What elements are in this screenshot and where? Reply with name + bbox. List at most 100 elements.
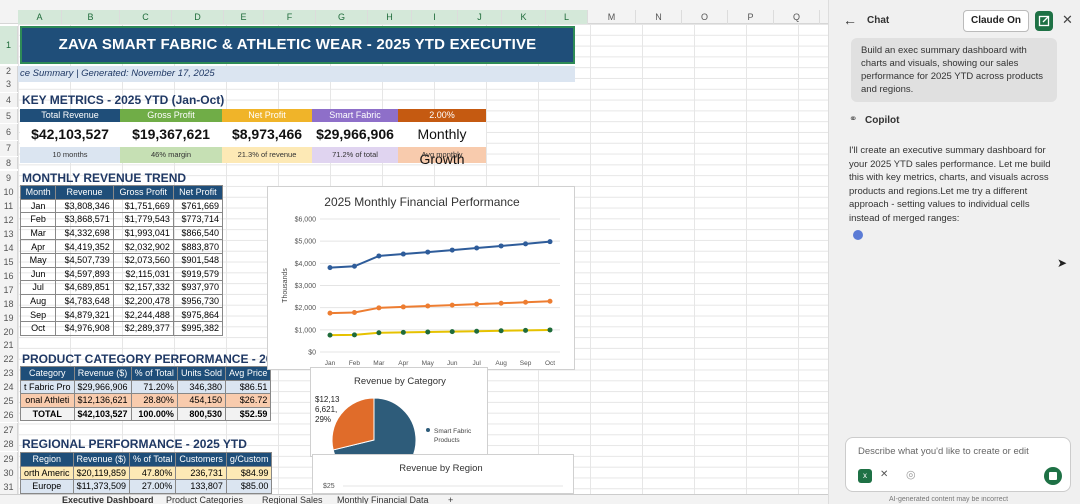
table-cell[interactable]: 27.00% xyxy=(129,479,177,494)
column-header-D[interactable]: D xyxy=(172,10,224,24)
table-cell[interactable]: $4,783,648 xyxy=(55,293,114,309)
row-header-12[interactable]: 12 xyxy=(0,213,18,227)
column-header-Q[interactable]: Q xyxy=(774,10,820,24)
row-header-15[interactable]: 15 xyxy=(0,255,18,269)
table-cell[interactable]: $2,073,560 xyxy=(112,252,174,268)
chat-input-box[interactable]: Describe what you'd like to create or ed… xyxy=(845,437,1071,492)
table-header-cell[interactable]: Revenue ($) xyxy=(73,366,132,381)
kpi-card[interactable]: Net Profit $8,973,466 21.3% of revenue xyxy=(222,109,312,163)
table-cell[interactable]: $20,119,859 xyxy=(72,465,131,481)
table-cell[interactable]: $2,032,902 xyxy=(112,239,174,254)
row-header-1[interactable]: 1 xyxy=(0,26,18,64)
table-header-cell[interactable]: Net Profit xyxy=(172,185,224,200)
row-header-26[interactable]: 26 xyxy=(0,408,18,422)
table-header-cell[interactable]: Revenue ($) xyxy=(72,452,131,467)
row-header-7[interactable]: 7 xyxy=(0,141,18,156)
sheet-tab[interactable]: Executive Dashboard xyxy=(62,495,154,504)
column-header-N[interactable]: N xyxy=(636,10,682,24)
row-header-22[interactable]: 22 xyxy=(0,352,18,366)
table-cell[interactable]: $2,115,031 xyxy=(112,266,174,282)
row-header-2[interactable]: 2 xyxy=(0,66,18,76)
row-header-6[interactable]: 6 xyxy=(0,124,18,140)
row-header-25[interactable]: 25 xyxy=(0,394,18,408)
column-header-E[interactable]: E xyxy=(224,10,264,24)
table-cell[interactable]: 47.80% xyxy=(129,465,177,481)
table-cell[interactable]: $4,507,739 xyxy=(55,252,114,268)
table-cell[interactable]: $86.51 xyxy=(224,379,272,395)
new-chat-button[interactable] xyxy=(1035,11,1053,31)
table-cell[interactable]: $1,751,669 xyxy=(112,198,174,214)
row-header-23[interactable]: 23 xyxy=(0,366,18,380)
table-cell[interactable]: $4,976,908 xyxy=(55,320,114,336)
kpi-card[interactable]: Total Revenue $42,103,527 10 months xyxy=(20,109,120,163)
remove-context-icon[interactable]: ✕ xyxy=(880,469,889,480)
table-cell[interactable]: $4,879,321 xyxy=(55,307,114,322)
subtitle-line[interactable]: ce Summary | Generated: November 17, 202… xyxy=(18,66,575,82)
kpi-card[interactable]: Gross Profit $19,367,621 46% margin xyxy=(120,109,222,163)
back-arrow-icon[interactable]: ← xyxy=(843,12,857,28)
table-cell[interactable]: $85.00 xyxy=(225,479,273,494)
table-header-cell[interactable]: Month xyxy=(19,185,57,200)
row-header-24[interactable]: 24 xyxy=(0,380,18,394)
table-cell[interactable]: $4,597,893 xyxy=(55,266,114,282)
table-cell[interactable]: Oct xyxy=(19,320,57,336)
table-cell[interactable]: $2,200,478 xyxy=(112,293,174,309)
table-cell[interactable]: $3,808,346 xyxy=(55,198,114,214)
table-cell[interactable]: Apr xyxy=(19,239,57,254)
table-cell[interactable]: t Fabric Pro xyxy=(20,379,75,395)
dashboard-banner-title[interactable]: ZAVA SMART FABRIC & ATHLETIC WEAR - 2025… xyxy=(20,26,575,87)
monthly-trend-title[interactable]: MONTHLY REVENUE TREND xyxy=(22,171,187,185)
table-cell[interactable]: $761,669 xyxy=(172,198,224,214)
table-header-cell[interactable]: Avg Price xyxy=(224,366,272,381)
column-header-K[interactable]: K xyxy=(502,10,546,24)
table-cell[interactable]: $4,419,352 xyxy=(55,239,114,254)
table-cell[interactable]: Jan xyxy=(19,198,57,214)
table-cell[interactable]: $26.72 xyxy=(224,393,272,408)
column-header-J[interactable]: J xyxy=(458,10,502,24)
table-cell[interactable]: Europe xyxy=(20,479,74,494)
row-header-13[interactable]: 13 xyxy=(0,227,18,241)
table-cell[interactable]: $52.59 xyxy=(224,406,272,422)
row-header-14[interactable]: 14 xyxy=(0,241,18,255)
region-chart-card[interactable]: Revenue by Region $25 xyxy=(312,454,574,494)
row-header-21[interactable]: 21 xyxy=(0,339,18,352)
table-cell[interactable]: May xyxy=(19,252,57,268)
row-header-20[interactable]: 20 xyxy=(0,325,18,339)
row-header-28[interactable]: 28 xyxy=(0,437,18,451)
table-cell[interactable]: Jul xyxy=(19,280,57,295)
table-header-cell[interactable]: Units Sold xyxy=(176,366,226,381)
table-cell[interactable]: Mar xyxy=(19,225,57,241)
table-cell[interactable]: $2,157,332 xyxy=(112,280,174,295)
table-cell[interactable]: 133,807 xyxy=(175,479,227,494)
table-cell[interactable]: onal Athleti xyxy=(20,393,75,408)
table-header-cell[interactable]: Gross Profit xyxy=(112,185,174,200)
table-cell[interactable]: 100.00% xyxy=(130,406,178,422)
table-cell[interactable]: $919,579 xyxy=(172,266,224,282)
table-header-cell[interactable]: Customers xyxy=(175,452,227,467)
row-header-3[interactable]: 3 xyxy=(0,76,18,92)
row-header-8[interactable]: 8 xyxy=(0,157,18,169)
sheet-tab[interactable]: Regional Sales xyxy=(262,495,323,504)
table-cell[interactable]: $4,689,851 xyxy=(55,280,114,295)
row-header-29[interactable]: 29 xyxy=(0,452,18,466)
table-cell[interactable]: $2,244,488 xyxy=(112,307,174,322)
row-header-11[interactable]: 11 xyxy=(0,199,18,213)
table-cell[interactable]: $975,864 xyxy=(172,307,224,322)
regional-title[interactable]: REGIONAL PERFORMANCE - 2025 YTD xyxy=(22,437,247,451)
column-header-B[interactable]: B xyxy=(62,10,120,24)
row-header-18[interactable]: 18 xyxy=(0,297,18,311)
row-header-10[interactable]: 10 xyxy=(0,185,18,199)
column-header-A[interactable]: A xyxy=(18,10,62,24)
table-cell[interactable]: 236,731 xyxy=(175,465,227,481)
add-sheet-button[interactable]: + xyxy=(448,495,454,504)
table-cell[interactable]: orth Americ xyxy=(20,465,74,481)
table-cell[interactable]: Sep xyxy=(19,307,57,322)
table-cell[interactable]: $4,332,698 xyxy=(55,225,114,241)
table-cell[interactable]: $1,779,543 xyxy=(112,212,174,227)
table-cell[interactable]: $995,382 xyxy=(172,320,224,336)
row-header-9[interactable]: 9 xyxy=(0,171,18,185)
claude-on-button[interactable]: Claude On xyxy=(963,10,1029,32)
table-header-cell[interactable]: Revenue xyxy=(55,185,114,200)
row-header-31[interactable]: 31 xyxy=(0,480,18,494)
table-cell[interactable]: Feb xyxy=(19,212,57,227)
